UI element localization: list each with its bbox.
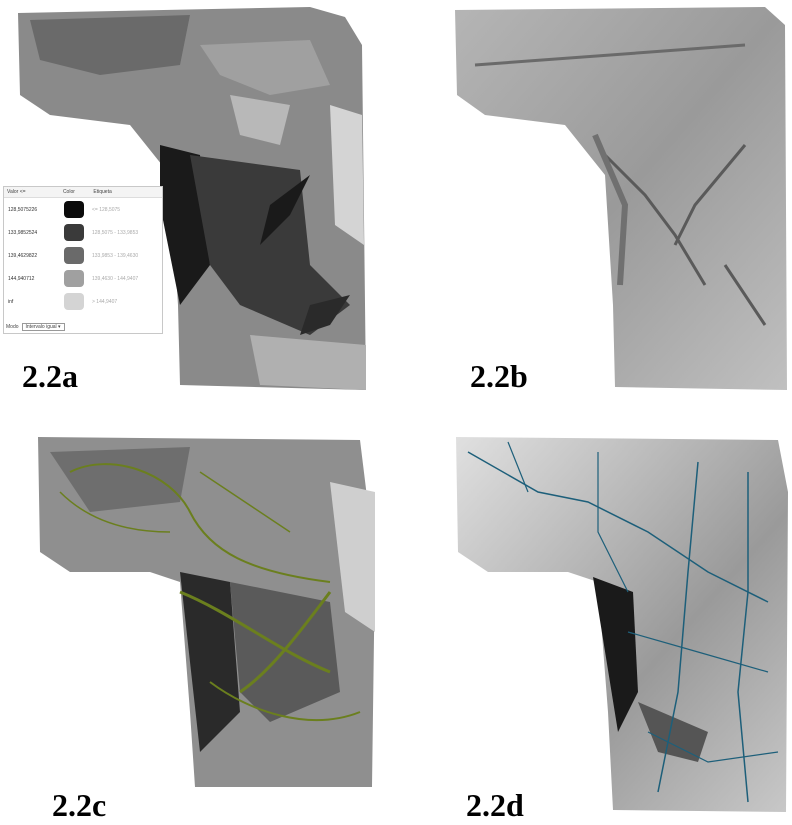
panel-label-2-2d: 2.2d (466, 787, 524, 823)
map-panel-2-2c (30, 432, 380, 792)
panel-label-2-2c: 2.2c (52, 787, 107, 823)
legend-value: 128,5075226 (8, 206, 38, 213)
legend-row[interactable]: 144,940712 139,4630 - 144,9407 (4, 267, 162, 290)
mode-value: Intervalo igual (25, 324, 57, 330)
mode-label: Modo (6, 324, 19, 330)
legend-value: 139,4629822 (8, 252, 38, 259)
legend-swatch[interactable] (64, 201, 84, 218)
legend-label: <= 128,5075 (92, 206, 121, 213)
legend-swatch[interactable] (64, 247, 84, 264)
legend-value: 144,940712 (8, 275, 35, 282)
panel-label-2-2b: 2.2b (470, 358, 528, 394)
legend-row[interactable]: inf > 144,9407 (4, 290, 162, 313)
legend-label: 128,5075 - 133,9853 (92, 229, 139, 236)
legend-swatch[interactable] (64, 270, 84, 287)
legend-value: inf (8, 298, 14, 305)
panel-label-2-2a: 2.2a (22, 358, 78, 394)
map-panel-2-2a (10, 5, 370, 390)
legend-row[interactable]: 128,5075226 <= 128,5075 (4, 198, 162, 221)
map-panel-2-2d (448, 432, 790, 817)
mode-dropdown[interactable]: Intervalo igual ▾ (21, 323, 65, 331)
map-panel-2-2b (445, 5, 790, 390)
contour-map (38, 437, 375, 787)
legend-label: 133,9853 - 139,4630 (92, 252, 139, 259)
legend-label: > 144,9407 (92, 298, 118, 305)
stream-network-map (456, 437, 788, 812)
legend-row[interactable]: 133,9852524 128,5075 - 133,9853 (4, 221, 162, 244)
legend-table: Valor <= Color Etiqueta 128,5075226 <= 1… (3, 186, 163, 334)
legend-row[interactable]: 139,4629822 133,9853 - 139,4630 (4, 244, 162, 267)
legend-swatch[interactable] (64, 293, 84, 310)
legend-header-color: Color (62, 189, 75, 195)
legend-mode: Modo Intervalo igual ▾ (6, 323, 65, 331)
legend-header: Valor <= Color Etiqueta (4, 187, 162, 198)
legend-header-label: Etiqueta (93, 189, 112, 195)
legend-value: 133,9852524 (8, 229, 38, 236)
legend-swatch[interactable] (64, 224, 84, 241)
legend-header-value: Valor <= (7, 189, 26, 195)
classified-elevation-map (18, 7, 366, 390)
hillshade-map (455, 7, 787, 390)
legend-label: 139,4630 - 144,9407 (92, 275, 139, 282)
